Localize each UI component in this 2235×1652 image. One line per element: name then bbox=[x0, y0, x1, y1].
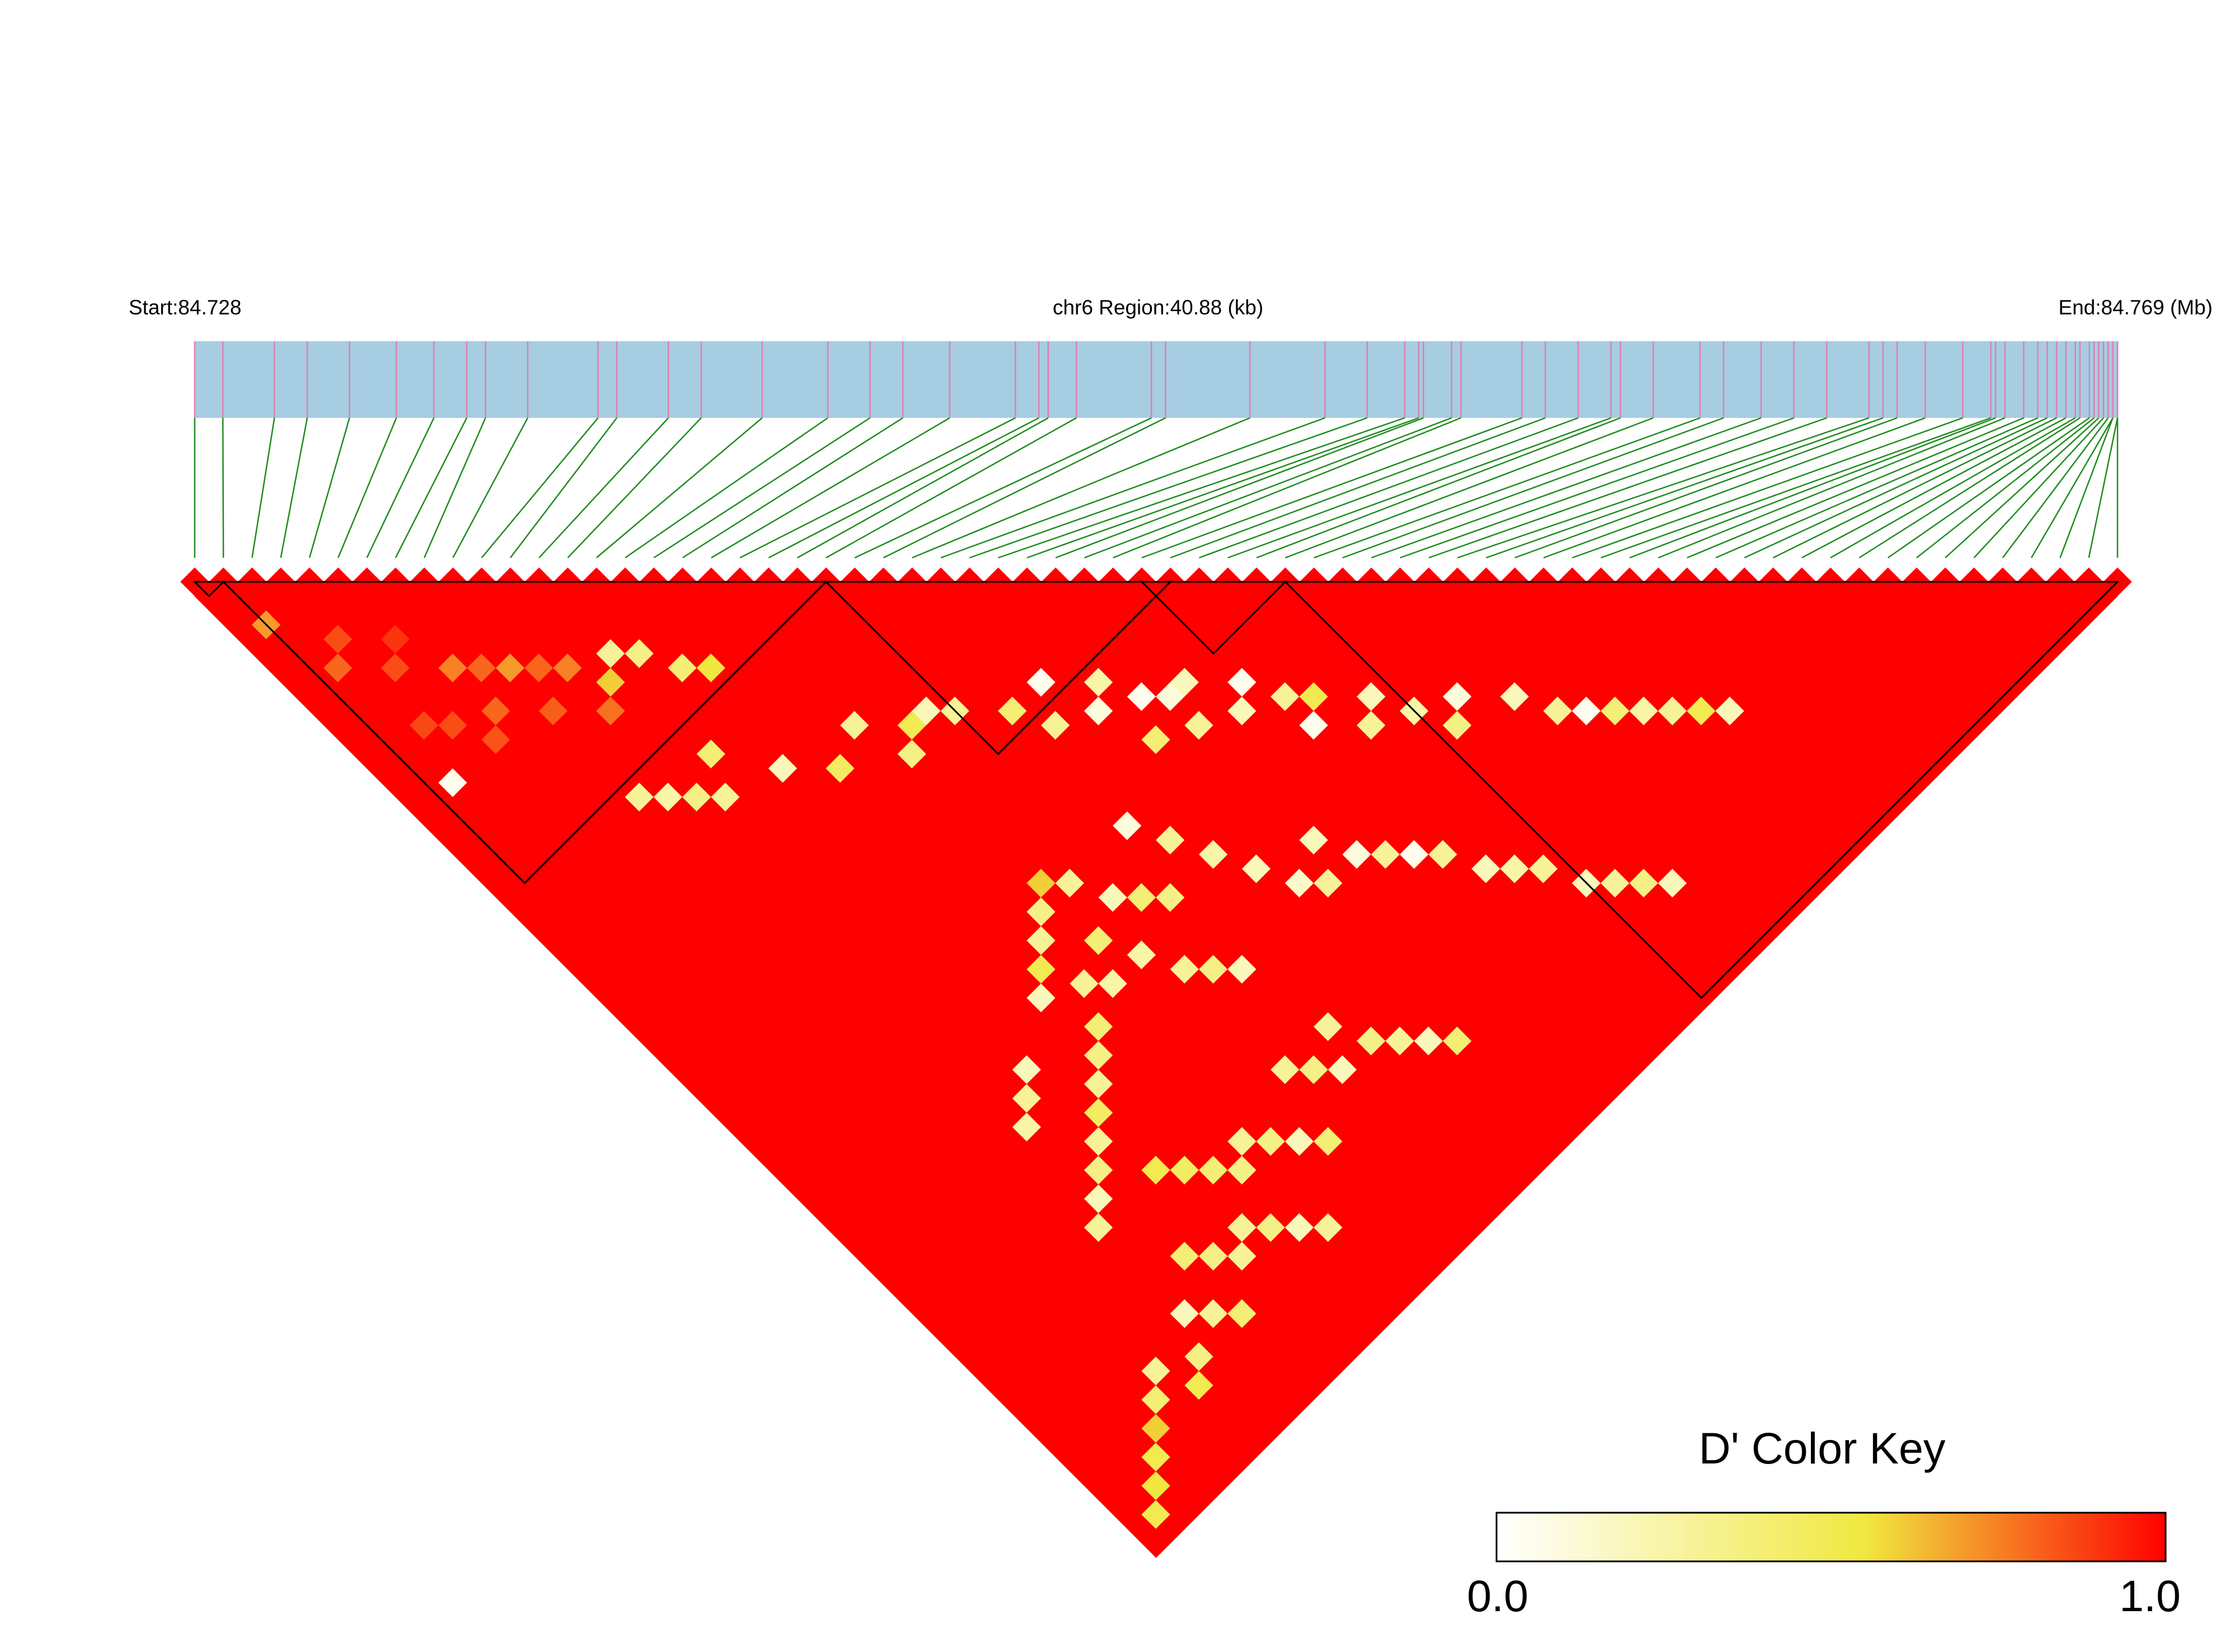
snp-connector-line bbox=[1744, 417, 2048, 559]
ld-block-outline bbox=[221, 581, 829, 884]
ld-block-outline bbox=[1283, 581, 2120, 999]
snp-position-track bbox=[195, 341, 2118, 418]
ld-block-outline bbox=[1140, 581, 1287, 655]
snp-connector-line bbox=[1772, 417, 2057, 559]
snp-connector-line bbox=[1027, 417, 1419, 559]
snp-connector-line bbox=[424, 417, 486, 558]
snp-connector-line bbox=[1199, 417, 1579, 559]
snp-connector-line bbox=[1227, 417, 1612, 559]
snp-connector-line bbox=[1973, 417, 2104, 558]
ld-block-outlines bbox=[192, 581, 2120, 999]
snp-connector-line bbox=[1629, 417, 1996, 559]
snp-connector-line bbox=[567, 417, 702, 558]
snp-connector-line bbox=[1371, 417, 1762, 559]
snp-connector-line bbox=[1284, 417, 1654, 559]
snp-connector-line bbox=[366, 417, 435, 558]
ld-block-outline bbox=[192, 581, 225, 597]
snp-connector-line bbox=[394, 417, 468, 558]
snp-connector-line bbox=[510, 417, 618, 558]
snp-connector-line bbox=[1858, 417, 2081, 559]
snp-connector-line bbox=[452, 417, 529, 558]
snp-connector-line bbox=[1687, 417, 2024, 559]
snp-connector-line bbox=[1601, 417, 1992, 559]
snp-connector-line bbox=[768, 417, 1039, 559]
color-key-title: D' Color Key bbox=[1699, 1423, 1946, 1473]
snp-connector-line bbox=[653, 417, 871, 559]
snp-connector-line bbox=[1571, 417, 1963, 559]
snp-connector-line bbox=[825, 417, 1077, 559]
snp-position-ticks bbox=[194, 341, 2119, 418]
snp-connector-line bbox=[624, 417, 829, 559]
color-key-bar bbox=[1495, 1512, 2167, 1562]
snp-connector-line bbox=[1945, 417, 2100, 558]
ld-heatmap bbox=[194, 581, 2118, 1558]
snp-connector-line bbox=[1428, 417, 1827, 559]
snp-connector-line bbox=[308, 417, 350, 558]
snp-connector-line bbox=[1715, 417, 2038, 559]
snp-connector-line bbox=[596, 417, 763, 558]
color-key-min-label: 0.0 bbox=[1467, 1571, 1528, 1621]
snp-connector-line bbox=[2059, 417, 2114, 558]
snp-connector-line bbox=[911, 417, 1250, 559]
color-key-max-label: 1.0 bbox=[2119, 1571, 2181, 1621]
snp-connector-line bbox=[682, 417, 904, 559]
snp-connector-line bbox=[997, 417, 1405, 559]
snp-connector-line bbox=[1141, 417, 1522, 559]
snp-connector-line bbox=[1084, 417, 1452, 559]
snp-connector-line bbox=[2002, 417, 2109, 558]
region-end-label: End:84.769 (Mb) bbox=[2058, 296, 2213, 319]
snp-connector-line bbox=[280, 417, 308, 558]
snp-connector-line bbox=[883, 417, 1166, 559]
snp-connector-line bbox=[711, 417, 951, 559]
snp-connector-line bbox=[1801, 417, 2067, 559]
snp-connector-line bbox=[1658, 417, 2006, 559]
snp-connector-line bbox=[1830, 417, 2076, 559]
snp-connector-line bbox=[1055, 417, 1424, 559]
snp-connector-line bbox=[940, 417, 1325, 559]
snp-connector-line bbox=[1256, 417, 1621, 559]
snp-connector-line bbox=[1887, 417, 2090, 559]
snp-connector-line bbox=[1170, 417, 1546, 559]
snp-connector-line bbox=[1113, 417, 1461, 559]
snp-connector-line bbox=[337, 417, 397, 558]
snp-connector-line bbox=[969, 417, 1368, 559]
snp-connector-line bbox=[854, 417, 1152, 559]
snp-connector-line bbox=[1342, 417, 1724, 559]
snp-connector-line bbox=[1400, 417, 1794, 559]
snp-connector-line bbox=[251, 417, 275, 558]
snp-connector-line bbox=[1916, 417, 2095, 558]
snp-connector-line bbox=[2031, 417, 2114, 558]
ld-block-outline bbox=[824, 581, 1173, 755]
snp-connector-lines bbox=[194, 417, 2119, 559]
region-title: chr6 Region:40.88 (kb) bbox=[1053, 296, 1263, 319]
snp-connector-line bbox=[1514, 417, 1898, 559]
snp-connector-line bbox=[740, 417, 1016, 559]
snp-connector-line bbox=[2088, 417, 2119, 558]
snp-connector-line bbox=[1486, 417, 1884, 559]
snp-connector-line bbox=[797, 417, 1049, 559]
snp-connector-line bbox=[538, 417, 669, 558]
snp-connector-line bbox=[1457, 417, 1870, 559]
snp-connector-line bbox=[1543, 417, 1926, 559]
snp-connector-line bbox=[1314, 417, 1701, 559]
region-start-label: Start:84.728 bbox=[129, 296, 242, 319]
snp-connector-line bbox=[481, 417, 599, 558]
